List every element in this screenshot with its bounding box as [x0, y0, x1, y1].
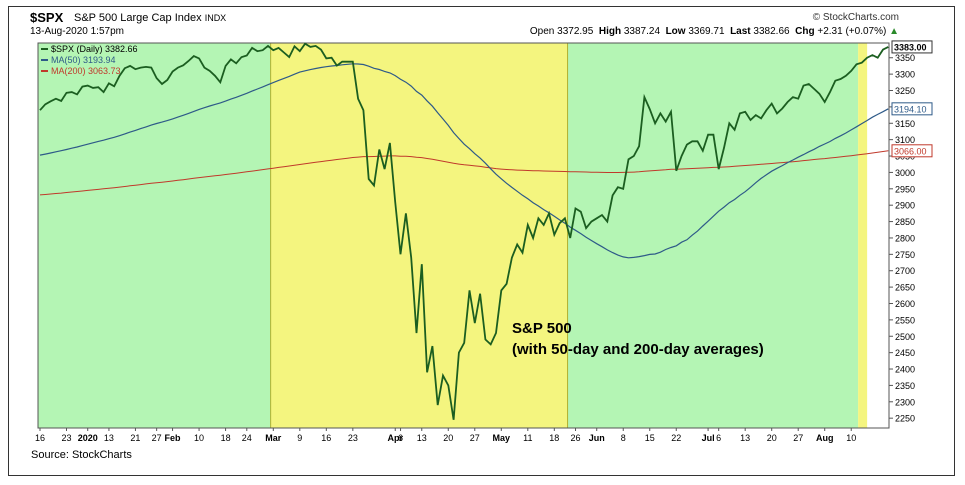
- legend-entry-1: MA(50) 3193.94: [51, 55, 116, 65]
- ma50-tag-box: [891, 102, 933, 116]
- x-tick-label: 18: [549, 433, 559, 443]
- y-tick-label: 2500: [895, 332, 915, 342]
- x-tick-label: 13: [104, 433, 114, 443]
- y-tick-label: 3300: [895, 70, 915, 80]
- y-tick-label: 3350: [895, 53, 915, 63]
- x-tick-label: May: [493, 433, 511, 443]
- ma200-tag: 3066.00: [894, 146, 927, 156]
- y-tick-label: 3250: [895, 86, 915, 96]
- x-tick-label: 22: [671, 433, 681, 443]
- x-tick-label: Feb: [165, 433, 182, 443]
- y-tick-label: 2750: [895, 250, 915, 260]
- x-tick-label: 27: [793, 433, 803, 443]
- x-tick-label: 6: [716, 433, 721, 443]
- x-tick-label: 20: [443, 433, 453, 443]
- x-tick-label: 23: [348, 433, 358, 443]
- y-tick-label: 3100: [895, 135, 915, 145]
- stockcharts-brand: © StockCharts.com: [812, 12, 899, 23]
- y-tick-label: 2950: [895, 184, 915, 194]
- x-tick-label: 27: [470, 433, 480, 443]
- ma200-line: [39, 150, 889, 196]
- x-tick-label: Jul: [702, 433, 715, 443]
- y-tick-label: 3150: [895, 119, 915, 129]
- x-tick-label: 10: [846, 433, 856, 443]
- x-tick-label: Jun: [589, 433, 605, 443]
- x-tick-label: 13: [740, 433, 750, 443]
- x-tick-label: 23: [62, 433, 72, 443]
- x-tick-label: 9: [297, 433, 302, 443]
- ohlc-readout: Open 3372.95 High 3387.24 Low 3369.71 La…: [529, 26, 899, 37]
- region-1: [270, 43, 568, 428]
- x-tick-label: 11: [523, 433, 532, 443]
- x-tick-label: 27: [152, 433, 162, 443]
- ma50-line: [39, 63, 889, 259]
- x-tick-label: 24: [242, 433, 252, 443]
- ma50-tag: 3194.10: [894, 104, 927, 114]
- x-tick-label: 16: [321, 433, 331, 443]
- exchange-label: INDX: [204, 13, 227, 23]
- y-tick-label: 3000: [895, 168, 915, 178]
- x-tick-label: 15: [645, 433, 655, 443]
- x-tick-label: 6: [398, 433, 403, 443]
- region-0: [38, 43, 271, 428]
- legend-entry-0: $SPX (Daily) 3382.66: [51, 44, 138, 54]
- legend-entry-2: MA(200) 3063.73: [51, 66, 121, 76]
- plot-area: [37, 42, 890, 429]
- index-name: S&P 500 Large Cap Index INDX: [74, 12, 227, 24]
- y-tick-label: 2700: [895, 266, 915, 276]
- y-tick-label: 2800: [895, 233, 915, 243]
- x-tick-label: Mar: [265, 433, 282, 443]
- x-tick-label: Apr: [387, 433, 403, 443]
- y-tick-label: 2450: [895, 348, 915, 358]
- x-tick-label: 18: [221, 433, 231, 443]
- x-tick-label: 2020: [78, 433, 98, 443]
- x-tick-label: 21: [130, 433, 140, 443]
- x-tick-label: 20: [767, 433, 777, 443]
- y-tick-label: 2550: [895, 315, 915, 325]
- y-tick-label: 2250: [895, 414, 915, 424]
- chart-datetime: 13-Aug-2020 1:57pm: [30, 26, 124, 37]
- x-tick-label: 8: [621, 433, 626, 443]
- region-2: [567, 43, 859, 428]
- y-tick-label: 2600: [895, 299, 915, 309]
- annotation-line-0: S&P 500: [512, 320, 572, 337]
- last-price-tag-box: [891, 40, 933, 54]
- y-tick-label: 2400: [895, 365, 915, 375]
- y-tick-label: 2900: [895, 201, 915, 211]
- ma200-tag-box: [891, 144, 933, 158]
- x-tick-label: 16: [35, 433, 45, 443]
- x-tick-label: 10: [194, 433, 204, 443]
- last-price-tag: 3383.00: [894, 42, 927, 52]
- y-tick-label: 2300: [895, 397, 915, 407]
- ticker-symbol: $SPX: [30, 10, 64, 25]
- y-tick-label: 2650: [895, 283, 915, 293]
- y-tick-label: 2350: [895, 381, 915, 391]
- x-tick-label: 13: [417, 433, 427, 443]
- y-tick-label: 2850: [895, 217, 915, 227]
- region-3: [858, 43, 868, 428]
- x-tick-label: 26: [571, 433, 581, 443]
- spx-price-line: [39, 42, 889, 420]
- annotation-line-1: (with 50-day and 200-day averages): [512, 341, 764, 358]
- source-note: Source: StockCharts: [31, 449, 132, 461]
- x-tick-label: Aug: [816, 433, 834, 443]
